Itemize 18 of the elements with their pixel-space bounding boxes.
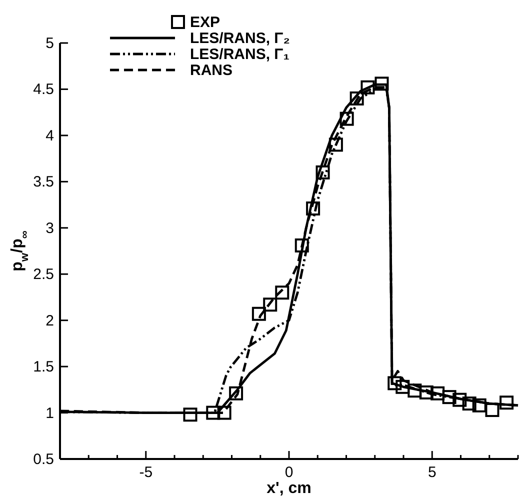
y-tick-label: 1 [46, 404, 54, 422]
x-tick-label: 5 [428, 464, 436, 481]
y-tick-label: 2 [46, 312, 54, 330]
legend-label: EXP [190, 14, 220, 31]
y-tick-label: 2.5 [33, 266, 54, 284]
y-tick-label: 5 [46, 35, 54, 52]
x-axis-title: x', cm [266, 480, 312, 497]
x-tick-label: 0 [284, 464, 294, 481]
y-tick-label: 0.5 [33, 451, 54, 468]
y-tick-label: 3 [46, 220, 54, 237]
y-tick-label: 4 [46, 127, 54, 144]
y-tick-label: 4.5 [33, 81, 54, 98]
legend-label: RANS [190, 62, 233, 79]
y-tick-label: 3.5 [33, 174, 54, 191]
legend-label: LES/RANS, Γ₂ [190, 30, 290, 47]
x-tick-label: -5 [139, 464, 153, 481]
legend-label: LES/RANS, Γ₁ [190, 46, 290, 63]
y-tick-label: 1.5 [33, 358, 54, 376]
